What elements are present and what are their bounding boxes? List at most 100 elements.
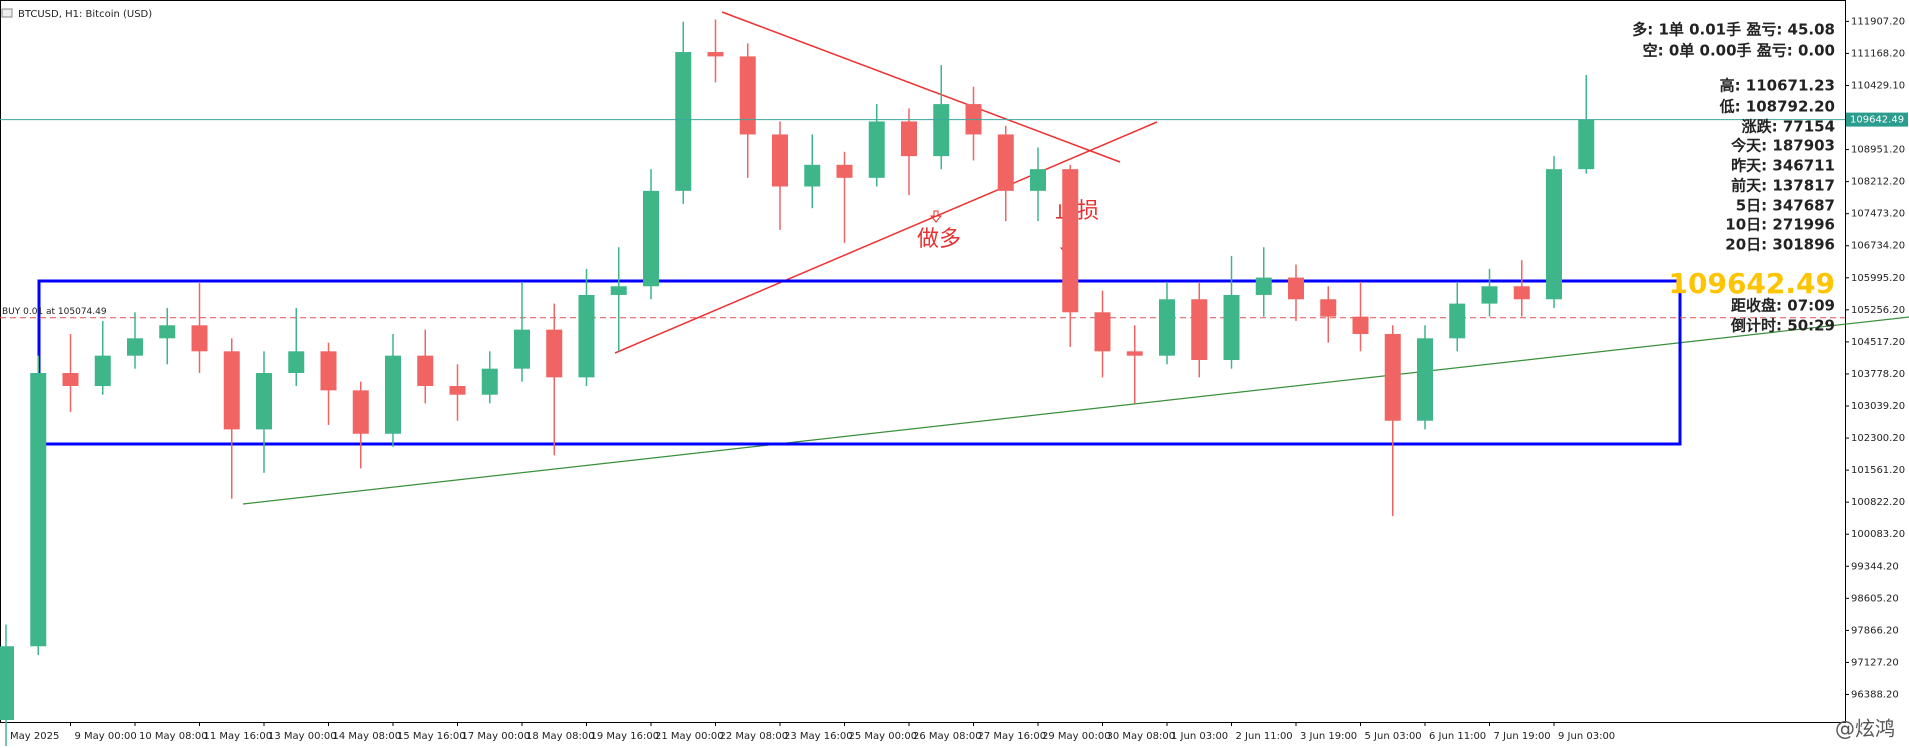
candle-body (933, 104, 950, 157)
x-tick-label: May 2025 (10, 731, 59, 742)
candle-body (1546, 169, 1562, 300)
x-tick-label: 25 May 00:00 (849, 731, 918, 742)
y-tick-label: 106734.20 (1851, 241, 1905, 252)
stat-text: 多: 1单 0.01手 盈亏: 45.08 (1632, 21, 1835, 39)
candle-body (1320, 299, 1337, 317)
x-tick-label: 26 May 08:00 (913, 731, 982, 742)
watermark: @炫鸿 (1835, 717, 1895, 741)
candle-body (1030, 169, 1046, 191)
candle-body (1481, 286, 1498, 304)
candle-body (449, 386, 466, 395)
candle-body (514, 329, 530, 369)
candle-body (772, 134, 788, 187)
candle-body (159, 325, 176, 339)
stat-text: 空: 0单 0.00手 盈亏: 0.00 (1643, 42, 1835, 60)
y-tick-label: 102300.20 (1851, 433, 1905, 444)
candle-body (1352, 316, 1369, 334)
annotation: 做多 (917, 227, 961, 252)
y-tick-label: 107473.20 (1851, 209, 1905, 220)
stat-text: 今天: 187903 (1730, 137, 1835, 155)
candle-body (739, 56, 756, 135)
y-tick-label: 96388.20 (1851, 689, 1899, 700)
x-tick-label: 11 May 16:00 (204, 731, 273, 742)
candle-body (30, 373, 47, 647)
y-tick-label: 97127.20 (1851, 657, 1899, 668)
candle-body (1126, 351, 1143, 356)
x-tick-label: 9 May 00:00 (75, 731, 137, 742)
x-tick-label: 22 May 08:00 (720, 731, 789, 742)
candle-body (546, 329, 563, 378)
support-line (242, 316, 1909, 505)
x-tick-label: 15 May 16:00 (397, 731, 466, 742)
y-tick-label: 100822.20 (1851, 497, 1905, 508)
candle-body (1417, 338, 1433, 421)
y-tick-label: 111168.20 (1851, 48, 1905, 59)
candle-body (1513, 286, 1530, 300)
y-tick-label: 110429.10 (1851, 80, 1905, 91)
y-tick-label: 100083.20 (1851, 529, 1905, 540)
stat-text: 涨跌: 77154 (1742, 118, 1835, 136)
candle-body (836, 164, 853, 178)
buy-label: BUY 0.01 at 105074.49 (2, 307, 107, 317)
candle-body (1288, 277, 1304, 300)
stat-text: 20日: 301896 (1725, 236, 1835, 254)
stat-text: 10日: 271996 (1725, 216, 1835, 234)
candle-body (1062, 169, 1079, 313)
last-price-label: 109642.49 (1850, 115, 1904, 126)
candle-body (417, 355, 434, 387)
candle-body (997, 134, 1014, 191)
candle-body (1255, 277, 1272, 295)
candle-body (804, 164, 821, 187)
y-tick-label: 108951.20 (1851, 145, 1905, 156)
x-tick-label: 14 May 08:00 (333, 731, 402, 742)
x-tick-label: 9 Jun 03:00 (1558, 731, 1615, 742)
y-tick-label: 103039.20 (1851, 401, 1905, 412)
candle-body (643, 190, 659, 287)
y-tick-label: 104517.20 (1851, 337, 1905, 348)
candle-body (127, 338, 143, 356)
x-tick-label: 19 May 16:00 (591, 731, 660, 742)
candle-body (868, 121, 885, 178)
candle-body (352, 390, 369, 434)
y-tick-label: 108212.20 (1851, 177, 1905, 188)
arrow-up (929, 210, 943, 223)
x-tick-label: 27 May 16:00 (978, 731, 1047, 742)
candle-body (191, 325, 208, 352)
candle-body (1191, 299, 1208, 360)
candle-body (62, 373, 79, 387)
chart-title: BTCUSD, H1: Bitcoin (USD) (18, 9, 152, 20)
stat-text: 昨天: 346711 (1731, 157, 1835, 175)
candle-body (481, 368, 498, 395)
last-price-box (1846, 112, 1908, 127)
x-tick-label: 30 May 08:00 (1107, 731, 1176, 742)
y-tick-label: 98605.20 (1851, 593, 1899, 604)
candle-body (1384, 333, 1401, 421)
candle-body (610, 286, 627, 295)
plot-frame (0, 0, 1846, 723)
stat-text: 5日: 347687 (1736, 197, 1835, 215)
candle-body (675, 52, 692, 191)
x-tick-label: 10 May 08:00 (139, 731, 208, 742)
y-tick-label: 111907.20 (1851, 16, 1905, 27)
candle-body (94, 355, 111, 387)
big-price: 109642.49 (1669, 267, 1836, 300)
candle-body (320, 351, 337, 391)
y-tick-label: 97866.20 (1851, 625, 1899, 636)
candle-body (1159, 299, 1175, 356)
stat-text: 低: 108792.20 (1719, 98, 1835, 116)
candle-body (288, 351, 305, 374)
x-tick-label: 29 May 00:00 (1042, 731, 1111, 742)
x-tick-label: 2 Jun 11:00 (1236, 731, 1293, 742)
candle-body (223, 351, 240, 430)
y-tick-label: 103778.20 (1851, 369, 1905, 380)
x-tick-label: 6 Jun 11:00 (1429, 731, 1486, 742)
x-tick-label: 17 May 00:00 (462, 731, 531, 742)
x-tick-label: 7 Jun 19:00 (1494, 731, 1551, 742)
candle-body (1578, 119, 1595, 170)
x-tick-label: 1 Jun 03:00 (1171, 731, 1228, 742)
candle-body (385, 355, 401, 434)
y-tick-label: 101561.20 (1851, 465, 1905, 476)
x-tick-label: 13 May 00:00 (268, 731, 337, 742)
y-tick-label: 99344.20 (1851, 561, 1899, 572)
